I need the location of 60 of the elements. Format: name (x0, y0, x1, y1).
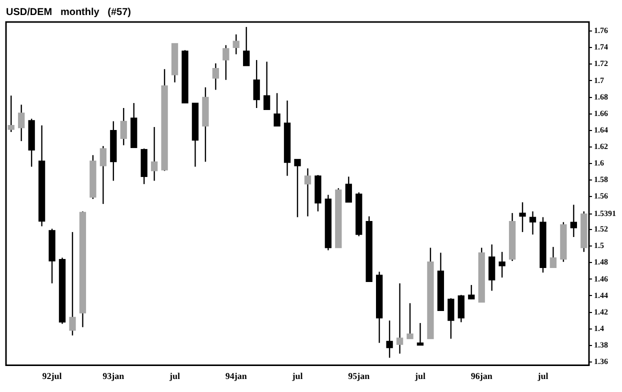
candlestick (570, 204, 577, 238)
x-tick-label: jul (168, 370, 181, 381)
x-tick-label: 93jan (102, 370, 124, 381)
y-tick-label: 1.72 (594, 59, 608, 68)
candlestick (212, 62, 220, 90)
candlestick (488, 244, 496, 292)
chart-title: USD/DEM monthly (#57) (6, 6, 132, 18)
y-tick-label: 1.56 (594, 192, 608, 201)
candlestick (150, 126, 158, 182)
candlestick (8, 95, 14, 133)
candlestick (458, 294, 464, 323)
y-tick-label: 1.52 (594, 224, 608, 234)
y-tick-label: 1.42 (594, 307, 608, 316)
candlestick (396, 282, 404, 354)
x-tick-label: jul (536, 370, 549, 381)
candlestick (18, 104, 25, 142)
candlestick (519, 202, 526, 233)
y-tick-label: 1.64 (594, 125, 608, 134)
candlestick (529, 210, 536, 236)
y-tick-label: 1.6 (594, 158, 604, 168)
candlestick (120, 107, 127, 146)
y-tick-label: 1.48 (594, 258, 608, 267)
y-tick-label: 1.4 (594, 324, 604, 333)
y-tick-label: 1.74 (594, 42, 608, 52)
candlestick (345, 176, 352, 203)
candlestick (232, 34, 240, 55)
x-tick-label: 94jan (225, 370, 247, 381)
x-tick-label: jul (414, 370, 426, 381)
y-tick-label: 1.58 (594, 175, 608, 184)
candlestick (550, 246, 557, 268)
candlestick (243, 26, 250, 66)
candlestick (416, 322, 424, 346)
candlestick (498, 251, 506, 278)
y-tick-label: 1.62 (594, 142, 608, 151)
candlestick (253, 59, 260, 109)
candlestick (406, 302, 414, 340)
candlestick (263, 61, 270, 110)
candlestick (274, 92, 280, 127)
y-tick-label: 1.46 (594, 274, 608, 284)
y-tick-label: 1.68 (594, 92, 608, 102)
x-tick-label: 95jan (348, 370, 370, 381)
x-tick-label: 96jan (470, 370, 492, 381)
y-tick-label: 1.5 (594, 241, 604, 250)
x-tick-label: jul (291, 370, 304, 381)
x-tick-label: 92jul (42, 370, 62, 381)
candlestick (386, 320, 393, 358)
y-tick-label: 1.76 (594, 26, 608, 36)
y-tick-label: 1.66 (594, 108, 608, 118)
candlestick (294, 158, 301, 218)
y-tick-label: 1.7 (594, 76, 604, 85)
candlestick (69, 231, 76, 336)
y-tick-label: 1.38 (594, 340, 608, 350)
candlestick (468, 284, 475, 300)
y-tick-label: 1.5391 (594, 208, 616, 218)
candlestick (448, 298, 454, 340)
y-tick-label: 1.36 (594, 356, 608, 366)
y-tick-label: 1.44 (594, 290, 608, 300)
candlestick (304, 168, 312, 217)
candlestick (222, 44, 230, 80)
candlestick (100, 145, 106, 205)
